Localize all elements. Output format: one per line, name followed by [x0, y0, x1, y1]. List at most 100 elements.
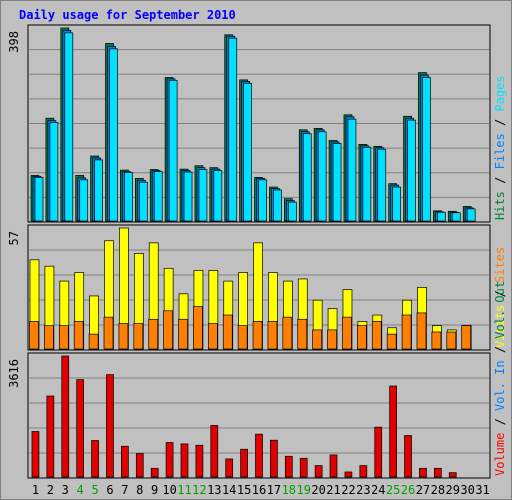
x-tick-label: 17 [267, 483, 281, 497]
x-tick-label: 7 [121, 483, 128, 497]
bar-pages-day-5 [94, 159, 103, 222]
bar-sites-day-6 [103, 316, 114, 350]
legend-vol-in: Vol. In [493, 360, 507, 411]
bar-pages-day-24 [377, 148, 387, 222]
bar-sites-day-20 [312, 329, 323, 350]
x-tick-label: 23 [356, 483, 370, 497]
x-tick-label: 14 [222, 483, 236, 497]
bar-pages-day-15 [243, 82, 252, 222]
chart-title: Daily usage for September 2010 [19, 8, 236, 22]
x-tick-label: 29 [446, 483, 460, 497]
bar-volume-day-6 [106, 374, 114, 478]
legend-files: Files [493, 133, 507, 169]
x-tick-label: 18 [282, 483, 296, 497]
legend-separator: / [493, 169, 507, 191]
bar-pages-day-16 [258, 179, 267, 222]
x-tick-label: 8 [136, 483, 143, 497]
x-tick-label: 11 [177, 483, 191, 497]
bar-sites-day-24 [371, 321, 382, 350]
bar-sites-day-5 [88, 333, 99, 350]
bar-sites-day-26 [401, 314, 412, 350]
side-legend: Volume / Vol. In / Vol. Out [493, 281, 507, 476]
bar-volume-day-28 [433, 467, 442, 478]
bar-sites-day-9 [148, 318, 159, 350]
bar-sites-day-23 [357, 325, 367, 350]
bar-sites-day-16 [252, 321, 263, 350]
bar-sites-day-13 [207, 323, 218, 350]
ymax-label: 3616 [7, 359, 21, 388]
bar-volume-day-11 [180, 443, 189, 478]
legend-volume: Volume [493, 433, 507, 476]
bar-volume-day-16 [255, 433, 263, 478]
bar-volume-day-7 [121, 445, 129, 478]
bar-volume-day-26 [404, 435, 412, 478]
bar-sites-day-8 [133, 323, 144, 350]
bar-volume-day-20 [314, 465, 323, 478]
x-tick-label: 12 [192, 483, 206, 497]
x-tick-label: 3 [62, 483, 69, 497]
ymax-label: 57 [7, 231, 21, 245]
bar-pages-day-18 [288, 201, 297, 222]
legend-sites: Sites [493, 247, 507, 283]
bar-volume-day-22 [344, 471, 353, 478]
bar-sites-day-30 [461, 325, 472, 350]
bar-pages-day-3 [64, 32, 74, 222]
bar-sites-day-10 [163, 310, 173, 350]
bar-pages-day-22 [347, 118, 357, 222]
bar-sites-day-19 [297, 318, 308, 350]
bar-volume-day-4 [76, 379, 85, 478]
bar-pages-day-14 [228, 37, 238, 222]
x-tick-label: 10 [162, 483, 176, 497]
bar-volume-day-5 [91, 440, 99, 478]
bar-pages-day-20 [317, 131, 327, 222]
legend-separator: / [493, 339, 507, 361]
bar-sites-day-1 [29, 321, 39, 350]
bar-pages-day-9 [153, 171, 163, 222]
bar-sites-day-29 [446, 331, 457, 350]
x-tick-label: 15 [237, 483, 251, 497]
x-tick-label: 24 [371, 483, 385, 497]
x-tick-label: 5 [91, 483, 98, 497]
bar-volume-day-24 [374, 426, 383, 478]
x-tick-label: 22 [341, 483, 355, 497]
bar-volume-day-23 [359, 465, 368, 478]
legend-pages: Pages [493, 75, 507, 111]
x-tick-label: 20 [311, 483, 325, 497]
bar-pages-day-7 [124, 172, 133, 222]
bar-volume-day-8 [135, 453, 144, 478]
bar-volume-day-25 [389, 385, 397, 478]
bar-pages-day-21 [332, 143, 342, 222]
bar-volume-day-27 [419, 467, 427, 478]
bar-pages-day-28 [437, 211, 446, 222]
bar-sites-day-18 [282, 316, 293, 350]
bar-sites-day-27 [416, 312, 427, 350]
bar-volume-day-17 [270, 439, 278, 478]
x-tick-label: 21 [326, 483, 340, 497]
bar-sites-day-28 [431, 331, 442, 350]
bar-volume-day-2 [46, 395, 55, 478]
bar-sites-day-11 [178, 318, 188, 350]
bar-sites-day-4 [73, 321, 84, 350]
bar-sites-day-21 [327, 329, 337, 350]
bar-sites-day-22 [342, 316, 352, 350]
bar-volume-day-12 [195, 444, 204, 478]
bar-pages-day-11 [183, 171, 193, 222]
bar-sites-day-7 [118, 323, 129, 350]
x-tick-label: 13 [207, 483, 221, 497]
x-tick-label: 16 [252, 483, 266, 497]
bar-pages-day-2 [49, 122, 59, 222]
bar-sites-day-25 [386, 333, 397, 350]
x-tick-label: 30 [460, 483, 474, 497]
x-tick-label: 31 [475, 483, 489, 497]
bar-pages-day-1 [34, 177, 44, 222]
x-tick-label: 6 [106, 483, 113, 497]
bar-pages-day-29 [451, 212, 461, 222]
bar-pages-day-19 [302, 133, 312, 222]
bar-volume-day-14 [225, 458, 234, 478]
bar-sites-day-17 [267, 321, 278, 350]
bar-volume-day-21 [329, 454, 338, 478]
ymax-label: 398 [7, 31, 21, 53]
bar-sites-day-12 [193, 306, 203, 350]
bar-volume-day-18 [284, 455, 293, 478]
bar-volume-day-29 [448, 472, 457, 478]
